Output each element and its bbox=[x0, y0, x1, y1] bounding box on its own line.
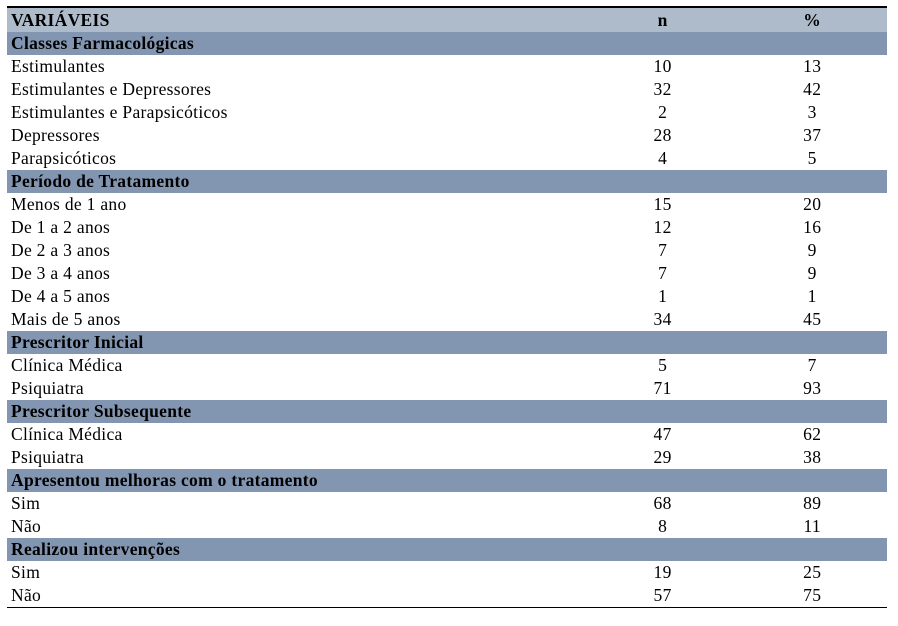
table-row: Sim 68 89 bbox=[7, 492, 887, 515]
row-percent-value: 3 bbox=[737, 101, 887, 124]
row-percent-value: 62 bbox=[737, 423, 887, 446]
row-label: De 3 a 4 anos bbox=[7, 262, 588, 285]
row-label: De 1 a 2 anos bbox=[7, 216, 588, 239]
row-label: Clínica Médica bbox=[7, 423, 588, 446]
column-header-n: n bbox=[587, 7, 738, 32]
row-percent-value: 9 bbox=[737, 239, 887, 262]
table-row: Psiquiatra 29 38 bbox=[7, 446, 887, 469]
table-row: De 4 a 5 anos 1 1 bbox=[7, 285, 887, 308]
table-row: Sim 19 25 bbox=[7, 561, 887, 584]
table-header: VARIÁVEIS n % bbox=[7, 7, 887, 32]
row-label: Estimulantes e Depressores bbox=[7, 78, 588, 101]
row-percent-value: 11 bbox=[737, 515, 887, 538]
row-n-value: 7 bbox=[587, 262, 738, 285]
section-header-row: Prescritor Inicial bbox=[7, 331, 887, 354]
variables-table: VARIÁVEIS n % Classes Farmacológicas Est… bbox=[7, 6, 887, 608]
row-label: De 4 a 5 anos bbox=[7, 285, 588, 308]
row-label: Sim bbox=[7, 492, 588, 515]
row-label: Psiquiatra bbox=[7, 446, 588, 469]
row-n-value: 34 bbox=[587, 308, 738, 331]
section-header-row: Realizou intervenções bbox=[7, 538, 887, 561]
section-title: Realizou intervenções bbox=[7, 538, 887, 561]
row-percent-value: 5 bbox=[737, 147, 887, 170]
row-n-value: 71 bbox=[587, 377, 738, 400]
row-label: De 2 a 3 anos bbox=[7, 239, 588, 262]
section-header-row: Classes Farmacológicas bbox=[7, 32, 887, 55]
section-title: Prescritor Subsequente bbox=[7, 400, 887, 423]
section-title: Apresentou melhoras com o tratamento bbox=[7, 469, 887, 492]
table-row: Psiquiatra 71 93 bbox=[7, 377, 887, 400]
row-percent-value: 20 bbox=[737, 193, 887, 216]
row-n-value: 15 bbox=[587, 193, 738, 216]
row-percent-value: 37 bbox=[737, 124, 887, 147]
row-label: Mais de 5 anos bbox=[7, 308, 588, 331]
row-n-value: 47 bbox=[587, 423, 738, 446]
table-row: Não 57 75 bbox=[7, 584, 887, 607]
table-row: Mais de 5 anos 34 45 bbox=[7, 308, 887, 331]
row-label: Estimulantes e Parapsicóticos bbox=[7, 101, 588, 124]
row-n-value: 10 bbox=[587, 55, 738, 78]
table-body: Classes Farmacológicas Estimulantes 10 1… bbox=[7, 32, 887, 607]
row-percent-value: 13 bbox=[737, 55, 887, 78]
section-header-row: Período de Tratamento bbox=[7, 170, 887, 193]
row-percent-value: 1 bbox=[737, 285, 887, 308]
row-n-value: 7 bbox=[587, 239, 738, 262]
table-row: De 3 a 4 anos 7 9 bbox=[7, 262, 887, 285]
row-percent-value: 7 bbox=[737, 354, 887, 377]
row-label: Estimulantes bbox=[7, 55, 588, 78]
section-title: Classes Farmacológicas bbox=[7, 32, 887, 55]
row-n-value: 57 bbox=[587, 584, 738, 607]
row-n-value: 2 bbox=[587, 101, 738, 124]
row-n-value: 1 bbox=[587, 285, 738, 308]
row-percent-value: 38 bbox=[737, 446, 887, 469]
row-n-value: 29 bbox=[587, 446, 738, 469]
table-row: Clínica Médica 5 7 bbox=[7, 354, 887, 377]
column-header-variaveis: VARIÁVEIS bbox=[7, 7, 588, 32]
row-percent-value: 16 bbox=[737, 216, 887, 239]
row-label: Psiquiatra bbox=[7, 377, 588, 400]
row-label: Parapsicóticos bbox=[7, 147, 588, 170]
row-n-value: 12 bbox=[587, 216, 738, 239]
section-title: Período de Tratamento bbox=[7, 170, 887, 193]
table-row: Clínica Médica 47 62 bbox=[7, 423, 887, 446]
table-row: Estimulantes e Depressores 32 42 bbox=[7, 78, 887, 101]
row-percent-value: 9 bbox=[737, 262, 887, 285]
section-header-row: Prescritor Subsequente bbox=[7, 400, 887, 423]
row-n-value: 4 bbox=[587, 147, 738, 170]
table-row: Estimulantes 10 13 bbox=[7, 55, 887, 78]
table-header-row: VARIÁVEIS n % bbox=[7, 7, 887, 32]
row-label: Menos de 1 ano bbox=[7, 193, 588, 216]
row-n-value: 19 bbox=[587, 561, 738, 584]
section-title: Prescritor Inicial bbox=[7, 331, 887, 354]
table-row: Depressores 28 37 bbox=[7, 124, 887, 147]
row-percent-value: 45 bbox=[737, 308, 887, 331]
row-percent-value: 42 bbox=[737, 78, 887, 101]
table-row: Menos de 1 ano 15 20 bbox=[7, 193, 887, 216]
column-header-percent: % bbox=[737, 7, 887, 32]
row-label: Sim bbox=[7, 561, 588, 584]
row-label: Depressores bbox=[7, 124, 588, 147]
row-percent-value: 93 bbox=[737, 377, 887, 400]
table-row: Estimulantes e Parapsicóticos 2 3 bbox=[7, 101, 887, 124]
row-n-value: 5 bbox=[587, 354, 738, 377]
row-label: Não bbox=[7, 515, 588, 538]
section-header-row: Apresentou melhoras com o tratamento bbox=[7, 469, 887, 492]
row-n-value: 8 bbox=[587, 515, 738, 538]
row-n-value: 32 bbox=[587, 78, 738, 101]
table-row: Parapsicóticos 4 5 bbox=[7, 147, 887, 170]
table-row: Não 8 11 bbox=[7, 515, 887, 538]
row-label: Não bbox=[7, 584, 588, 607]
table-row: De 2 a 3 anos 7 9 bbox=[7, 239, 887, 262]
row-percent-value: 89 bbox=[737, 492, 887, 515]
row-n-value: 28 bbox=[587, 124, 738, 147]
row-label: Clínica Médica bbox=[7, 354, 588, 377]
table-row: De 1 a 2 anos 12 16 bbox=[7, 216, 887, 239]
row-n-value: 68 bbox=[587, 492, 738, 515]
document-page: VARIÁVEIS n % Classes Farmacológicas Est… bbox=[7, 6, 887, 608]
row-percent-value: 75 bbox=[737, 584, 887, 607]
row-percent-value: 25 bbox=[737, 561, 887, 584]
